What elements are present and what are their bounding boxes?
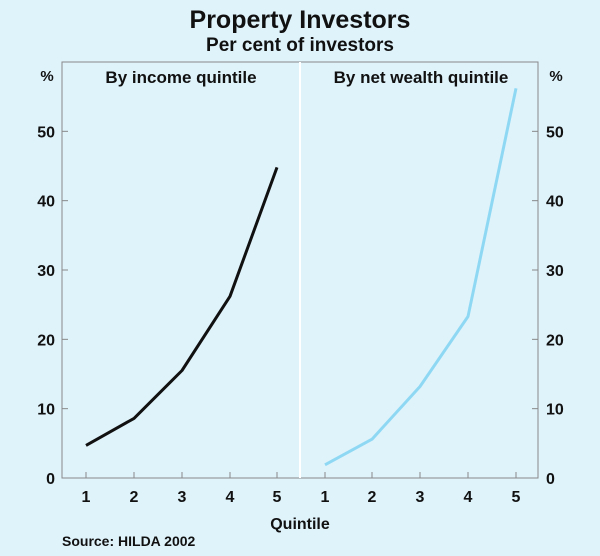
x-axis-label: Quintile [270,516,330,533]
y-tick-label-right: 40 [546,194,564,211]
x-tick-label: 5 [512,489,521,506]
y-tick-label-left: 0 [46,471,55,488]
x-tick-label: 5 [273,489,282,506]
panel-title-wealth: By net wealth quintile [334,68,509,87]
x-tick-label: 3 [178,489,187,506]
y-tick-label-left: 50 [37,124,55,141]
x-tick-label: 4 [226,489,235,506]
y-tick-label-right: 50 [546,124,564,141]
x-tick-label: 1 [321,489,330,506]
y-tick-label-left: 10 [37,402,55,419]
y-unit-left: % [40,68,53,85]
income-series-line [85,166,279,447]
y-tick-label-right: 20 [546,332,564,349]
chart-title: Property Investors [189,6,411,34]
y-tick-label-right: 0 [546,471,555,488]
x-tick-label: 3 [416,489,425,506]
y-tick-label-left: 30 [37,263,55,280]
chart-subtitle: Per cent of investors [206,35,394,56]
y-tick-label-right: 10 [546,402,564,419]
y-tick-label-left: 40 [37,194,55,211]
wealth-series-line [324,87,518,467]
y-tick-label-right: 30 [546,263,564,280]
y-tick-label-left: 20 [37,332,55,349]
x-tick-label: 2 [130,489,139,506]
x-tick-label: 4 [464,489,473,506]
y-unit-right: % [549,68,562,85]
source-note: Source: HILDA 2002 [62,533,196,549]
x-tick-label: 1 [82,489,91,506]
panel-title-income: By income quintile [105,68,256,87]
x-tick-label: 2 [368,489,377,506]
